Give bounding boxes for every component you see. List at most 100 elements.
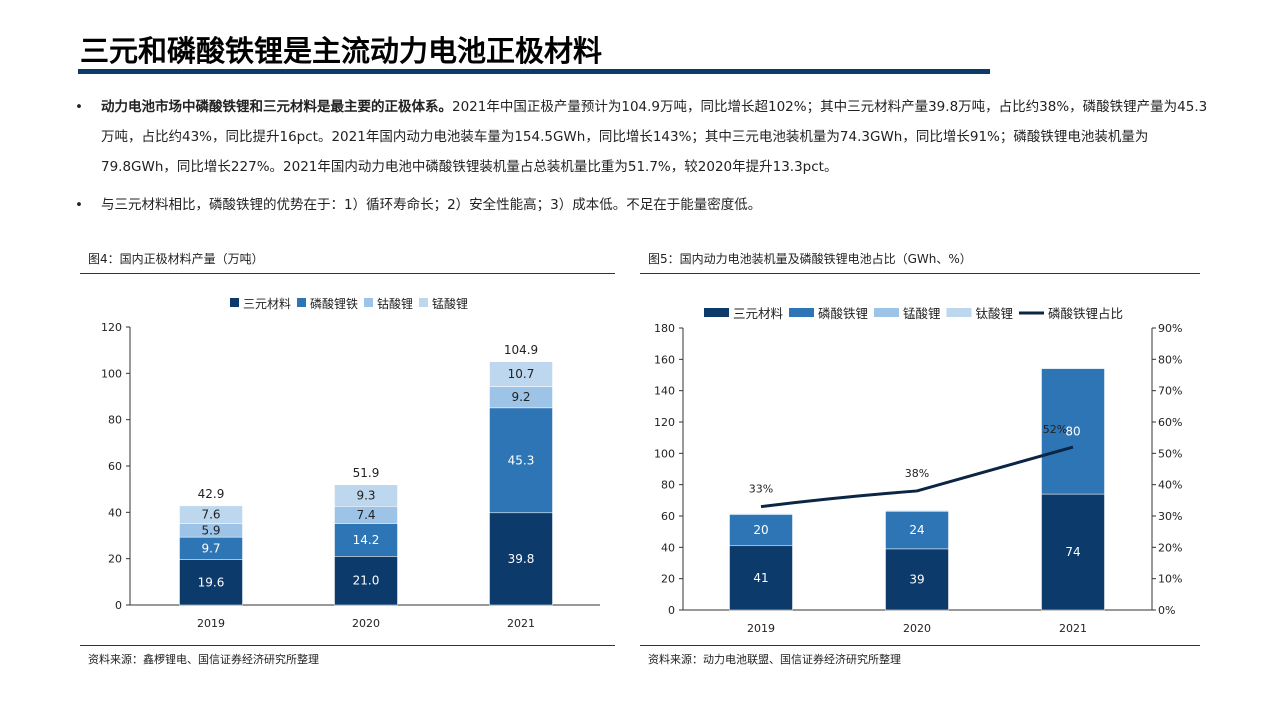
y2-tick-label: 30% <box>1158 510 1182 523</box>
total-label: 42.9 <box>198 487 225 501</box>
x-tick-label: 2020 <box>903 622 931 635</box>
bar-segment <box>729 514 793 547</box>
chart-panel-1: 图4：国内正极材料产量（万吨） <box>80 250 615 274</box>
bullet-text: 与三元材料相比，磷酸铁锂的优势在于：1）循环寿命长；2）安全性能高；3）成本低。… <box>101 197 762 213</box>
bullet-dot: • <box>75 99 83 115</box>
bar-segment <box>729 513 793 515</box>
legend-swatch <box>946 308 972 317</box>
legend-swatch <box>297 298 306 307</box>
total-label: 51.9 <box>353 466 380 480</box>
data-label: 14.2 <box>353 533 380 547</box>
x-tick-label: 2021 <box>1059 622 1087 635</box>
x-tick-label: 2019 <box>747 622 775 635</box>
bar-segment <box>179 505 243 524</box>
y-tick-label: 140 <box>654 385 675 398</box>
chart-source: 资料来源：鑫椤锂电、国信证券经济研究所整理 <box>88 653 319 666</box>
y-tick-label: 120 <box>654 416 675 429</box>
bar-segment <box>1041 493 1105 611</box>
bar-segment <box>489 361 553 387</box>
data-label: 5.9 <box>201 523 220 537</box>
bar-segment <box>489 407 553 514</box>
y-tick-label: 40 <box>661 541 675 554</box>
y-tick-label: 100 <box>101 367 122 380</box>
chart-title: 图5：国内动力电池装机量及磷酸铁锂电池占比（GWh、%） <box>640 250 1200 274</box>
y2-tick-label: 20% <box>1158 541 1182 554</box>
legend-label: 钴酸锂 <box>377 296 413 311</box>
y-tick-label: 100 <box>654 447 675 460</box>
y2-tick-label: 60% <box>1158 416 1182 429</box>
bullet-text: 2021年中国正极产量预计为104.9万吨，同比增长超102%；其中三元材料产量… <box>101 99 1208 175</box>
y-tick-label: 60 <box>108 460 122 473</box>
bar-segment <box>729 545 793 611</box>
bullet-bold: 动力电池市场中磷酸铁锂和三元材料是最主要的正极体系。 <box>101 99 452 115</box>
y-tick-label: 80 <box>661 479 675 492</box>
y2-tick-label: 10% <box>1158 573 1182 586</box>
legend-swatch <box>704 308 729 317</box>
bullet-list: • 动力电池市场中磷酸铁锂和三元材料是最主要的正极体系。2021年中国正极产量预计… <box>75 92 1210 228</box>
data-label: 9.7 <box>201 541 220 555</box>
legend-swatch <box>230 298 239 307</box>
line-series <box>760 445 1074 509</box>
y-tick-label: 0 <box>115 599 122 612</box>
chart-source: 资料来源：动力电池联盟、国信证券经济研究所整理 <box>648 653 901 666</box>
y-tick-label: 120 <box>101 321 122 334</box>
divider <box>640 645 1200 646</box>
y-tick-label: 160 <box>654 353 675 366</box>
data-label: 80 <box>1065 424 1080 438</box>
data-label: 21.0 <box>353 574 380 588</box>
line-label: 33% <box>749 483 773 496</box>
slide-title: 三元和磷酸铁锂是主流动力电池正极材料 <box>80 34 603 68</box>
legend-swatch <box>364 298 373 307</box>
legend-label: 钛酸锂 <box>976 306 1014 321</box>
x-tick-label: 2020 <box>352 617 380 630</box>
data-label: 10.7 <box>508 367 535 381</box>
data-label: 7.4 <box>356 508 375 522</box>
y-tick-label: 0 <box>668 604 675 617</box>
bullet-item: • 与三元材料相比，磷酸铁锂的优势在于：1）循环寿命长；2）安全性能高；3）成本低… <box>75 190 1210 220</box>
y-tick-label: 20 <box>108 553 122 566</box>
bar-segment <box>885 548 949 611</box>
data-label: 74 <box>1065 545 1080 559</box>
data-label: 20 <box>753 523 768 537</box>
legend-label: 三元材料 <box>733 306 784 321</box>
y2-tick-label: 50% <box>1158 447 1182 460</box>
y2-tick-label: 40% <box>1158 479 1182 492</box>
x-tick-label: 2019 <box>197 617 225 630</box>
bullet-dot: • <box>75 197 83 213</box>
bar-segment <box>489 512 553 606</box>
y-tick-label: 40 <box>108 506 122 519</box>
title-underline <box>78 69 990 74</box>
legend-swatch <box>874 308 899 317</box>
legend-label: 三元材料 <box>243 297 291 311</box>
data-label: 45.3 <box>508 453 535 467</box>
y-tick-label: 180 <box>654 322 675 335</box>
bar-segment <box>334 556 398 606</box>
y2-tick-label: 90% <box>1158 322 1182 335</box>
chart-title: 图4：国内正极材料产量（万吨） <box>80 250 615 274</box>
line-label: 38% <box>905 467 929 480</box>
legend-label: 磷酸锂铁 <box>310 296 358 311</box>
y2-tick-label: 70% <box>1158 385 1182 398</box>
data-label: 24 <box>909 523 924 537</box>
data-label: 19.6 <box>198 575 225 589</box>
bullet-item: • 动力电池市场中磷酸铁锂和三元材料是最主要的正极体系。2021年中国正极产量预计… <box>75 92 1210 182</box>
legend-label: 磷酸铁锂 <box>818 306 868 321</box>
data-label: 9.2 <box>511 390 530 404</box>
data-label: 39.8 <box>508 552 535 566</box>
legend-label: 磷酸铁锂占比 <box>1048 306 1123 321</box>
total-label: 104.9 <box>504 343 538 357</box>
data-label: 39 <box>909 572 924 586</box>
bar-segment <box>885 510 949 512</box>
bar-segment <box>1041 368 1105 495</box>
divider <box>80 645 615 646</box>
legend-label: 锰酸锂 <box>432 296 468 311</box>
data-label: 41 <box>753 571 768 585</box>
legend-swatch <box>419 298 428 307</box>
y2-tick-label: 80% <box>1158 353 1182 366</box>
y-tick-label: 80 <box>108 414 122 427</box>
y-tick-label: 20 <box>661 573 675 586</box>
bar-segment <box>885 511 949 550</box>
legend-label: 锰酸锂 <box>903 306 941 321</box>
